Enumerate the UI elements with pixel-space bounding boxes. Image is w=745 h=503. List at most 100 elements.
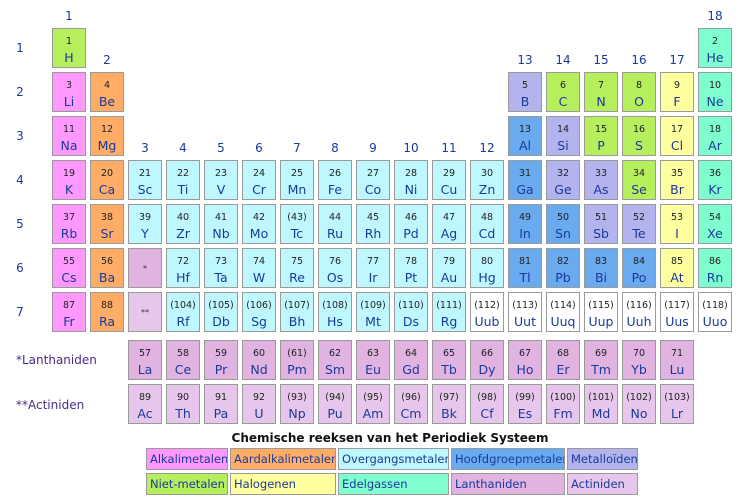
element-tc[interactable]: (43) Tc: [280, 204, 314, 244]
element-sb[interactable]: 51 Sb: [584, 204, 618, 244]
element-k[interactable]: 19 K: [52, 160, 86, 200]
element-os[interactable]: 76 Os: [318, 248, 352, 288]
element-pb[interactable]: 82 Pb: [546, 248, 580, 288]
element-pt[interactable]: 78 Pt: [394, 248, 428, 288]
element-v[interactable]: 23 V: [204, 160, 238, 200]
element-ar[interactable]: 18 Ar: [698, 116, 732, 156]
element-u[interactable]: 92 U: [242, 384, 276, 424]
element-au[interactable]: 79 Au: [432, 248, 466, 288]
element-cd[interactable]: 48 Cd: [470, 204, 504, 244]
element-ho[interactable]: 67 Ho: [508, 340, 542, 380]
element-te[interactable]: 52 Te: [622, 204, 656, 244]
element-zn[interactable]: 30 Zn: [470, 160, 504, 200]
element-fm[interactable]: (100) Fm: [546, 384, 580, 424]
element-p[interactable]: 15 P: [584, 116, 618, 156]
element-sn[interactable]: 50 Sn: [546, 204, 580, 244]
element-cs[interactable]: 55 Cs: [52, 248, 86, 288]
element-er[interactable]: 68 Er: [546, 340, 580, 380]
element-uup[interactable]: (115) Uup: [584, 292, 618, 332]
element-sc[interactable]: 21 Sc: [128, 160, 162, 200]
element-no[interactable]: (102) No: [622, 384, 656, 424]
element-na[interactable]: 11 Na: [52, 116, 86, 156]
element-rn[interactable]: 86 Rn: [698, 248, 732, 288]
element-mn[interactable]: 25 Mn: [280, 160, 314, 200]
element-uuh[interactable]: (116) Uuh: [622, 292, 656, 332]
element-uuq[interactable]: (114) Uuq: [546, 292, 580, 332]
element-ne[interactable]: 10 Ne: [698, 72, 732, 112]
element-am[interactable]: (95) Am: [356, 384, 390, 424]
element-cr[interactable]: 24 Cr: [242, 160, 276, 200]
element-be[interactable]: 4 Be: [90, 72, 124, 112]
element-lr[interactable]: (103) Lr: [660, 384, 694, 424]
element-i[interactable]: 53 I: [660, 204, 694, 244]
element-fe[interactable]: 26 Fe: [318, 160, 352, 200]
element-at[interactable]: 85 At: [660, 248, 694, 288]
element-sm[interactable]: 62 Sm: [318, 340, 352, 380]
element-pa[interactable]: 91 Pa: [204, 384, 238, 424]
element-mo[interactable]: 42 Mo: [242, 204, 276, 244]
element-ac[interactable]: 89 Ac: [128, 384, 162, 424]
element-al[interactable]: 13 Al: [508, 116, 542, 156]
element-ba[interactable]: 56 Ba: [90, 248, 124, 288]
element-nb[interactable]: 41 Nb: [204, 204, 238, 244]
element-cu[interactable]: 29 Cu: [432, 160, 466, 200]
element-th[interactable]: 90 Th: [166, 384, 200, 424]
element-uut[interactable]: (113) Uut: [508, 292, 542, 332]
element-pu[interactable]: (94) Pu: [318, 384, 352, 424]
element-rb[interactable]: 37 Rb: [52, 204, 86, 244]
element-rg[interactable]: (111) Rg: [432, 292, 466, 332]
element-tm[interactable]: 69 Tm: [584, 340, 618, 380]
element-pm[interactable]: (61) Pm: [280, 340, 314, 380]
element-ir[interactable]: 77 Ir: [356, 248, 390, 288]
element-ti[interactable]: 22 Ti: [166, 160, 200, 200]
element-kr[interactable]: 36 Kr: [698, 160, 732, 200]
element-as[interactable]: 33 As: [584, 160, 618, 200]
element-mg[interactable]: 12 Mg: [90, 116, 124, 156]
element-ce[interactable]: 58 Ce: [166, 340, 200, 380]
element-w[interactable]: 74 W: [242, 248, 276, 288]
element-ag[interactable]: 47 Ag: [432, 204, 466, 244]
element-ga[interactable]: 31 Ga: [508, 160, 542, 200]
element-tl[interactable]: 81 Tl: [508, 248, 542, 288]
element-tb[interactable]: 65 Tb: [432, 340, 466, 380]
element-uuo[interactable]: (118) Uuo: [698, 292, 732, 332]
element-sr[interactable]: 38 Sr: [90, 204, 124, 244]
element-np[interactable]: (93) Np: [280, 384, 314, 424]
element-es[interactable]: (99) Es: [508, 384, 542, 424]
element-hf[interactable]: 72 Hf: [166, 248, 200, 288]
element-cm[interactable]: (96) Cm: [394, 384, 428, 424]
element-ni[interactable]: 28 Ni: [394, 160, 428, 200]
element-ru[interactable]: 44 Ru: [318, 204, 352, 244]
element-pr[interactable]: 59 Pr: [204, 340, 238, 380]
element-zr[interactable]: 40 Zr: [166, 204, 200, 244]
element-br[interactable]: 35 Br: [660, 160, 694, 200]
element-se[interactable]: 34 Se: [622, 160, 656, 200]
element-rf[interactable]: (104) Rf: [166, 292, 200, 332]
element-in[interactable]: 49 In: [508, 204, 542, 244]
element-lu[interactable]: 71 Lu: [660, 340, 694, 380]
element-dy[interactable]: 66 Dy: [470, 340, 504, 380]
element-mt[interactable]: (109) Mt: [356, 292, 390, 332]
element-yb[interactable]: 70 Yb: [622, 340, 656, 380]
element-gd[interactable]: 64 Gd: [394, 340, 428, 380]
element-y[interactable]: 39 Y: [128, 204, 162, 244]
element-ds[interactable]: (110) Ds: [394, 292, 428, 332]
element-uub[interactable]: (112) Uub: [470, 292, 504, 332]
element-hg[interactable]: 80 Hg: [470, 248, 504, 288]
element-hs[interactable]: (108) Hs: [318, 292, 352, 332]
element-la[interactable]: 57 La: [128, 340, 162, 380]
element-cf[interactable]: (98) Cf: [470, 384, 504, 424]
element-li[interactable]: 3 Li: [52, 72, 86, 112]
element-uus[interactable]: (117) Uus: [660, 292, 694, 332]
element-xe[interactable]: 54 Xe: [698, 204, 732, 244]
element-bh[interactable]: (107) Bh: [280, 292, 314, 332]
element-ge[interactable]: 32 Ge: [546, 160, 580, 200]
element-s[interactable]: 16 S: [622, 116, 656, 156]
element-fr[interactable]: 87 Fr: [52, 292, 86, 332]
